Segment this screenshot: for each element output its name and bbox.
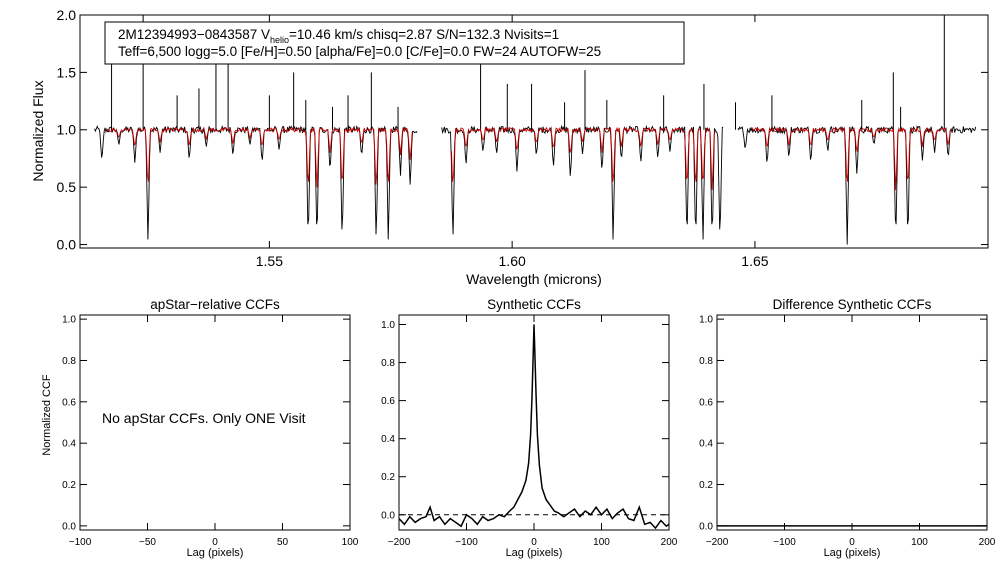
apstar-ccf-panel: apStar−relative CCFs −100 −50 0 50 100 0.0 0.2…	[41, 297, 359, 559]
synthetic-ccf-y-tick-label: 0.4	[381, 434, 395, 445]
spectrum-panel: 1.55 1.60 1.65 0.0 0.5 1.0 1.5 2.0 Wavelength (…	[30, 7, 989, 287]
synthetic-ccf-y-tick-label: 0.2	[381, 472, 395, 483]
difference-ccf-x-tick-label: 200	[979, 537, 996, 548]
difference-ccf-y-tick-label: 0.0	[699, 521, 713, 532]
spectrum-series	[94, 15, 977, 245]
difference-ccf-frame	[716, 314, 988, 531]
spectrum-x-tick-label: 1.60	[499, 253, 526, 269]
difference-ccf-x-tick-label: 100	[911, 537, 928, 548]
difference-ccf-panel: Difference Synthetic CCFs −200 −100 0 100 20…	[699, 297, 996, 559]
synthetic-ccf-line	[398, 324, 670, 530]
spectrum-x-tick-label: 1.65	[741, 253, 768, 269]
model-spectrum-line	[752, 126, 952, 191]
apstar-ccf-ticks: −100 −50 0 50 100 0.0 0.2 0.4 0.6 0.8 1.0	[62, 315, 359, 548]
difference-ccf-y-tick-label: 0.8	[699, 356, 713, 367]
apstar-ccf-y-tick-label: 1.0	[62, 315, 76, 326]
synthetic-ccf-x-tick-label: −100	[455, 537, 478, 548]
synthetic-ccf-series	[398, 324, 670, 530]
apstar-ccf-y-tick-label: 0.0	[62, 521, 76, 532]
synthetic-ccf-title: Synthetic CCFs	[487, 297, 581, 312]
spectrum-plot-frame	[79, 14, 989, 249]
apstar-ccf-x-tick-label: 100	[342, 537, 359, 548]
apstar-ccf-x-tick-label: −100	[69, 537, 92, 548]
spectrum-y-tick-label: 2.0	[57, 7, 77, 23]
apstar-ccf-x-tick-label: −50	[139, 537, 156, 548]
fit-stats-label: =10.46 km/s chisq=2.87 S/N=132.3 Nvisits…	[289, 27, 559, 42]
observed-spectrum-line	[441, 124, 724, 240]
spectrum-x-tick-label: 1.55	[256, 253, 283, 269]
observed-spectrum-line	[737, 125, 977, 245]
observed-spectrum-line	[94, 125, 418, 240]
difference-ccf-x-tick-label: 0	[849, 537, 855, 548]
synthetic-ccf-x-tick-label: 200	[661, 537, 678, 548]
star-id-velocity-label: 2M12394993−0843587 V	[118, 27, 270, 42]
difference-ccf-x-tick-label: −100	[773, 537, 796, 548]
spectrum-header-line1: 2M12394993−0843587 Vhelio=10.46 km/s chi…	[118, 27, 559, 45]
difference-ccf-y-tick-label: 0.6	[699, 397, 713, 408]
synthetic-ccf-y-tick-label: 1.0	[381, 320, 395, 331]
apstar-ccf-y-axis-label: Normalized CCF	[41, 374, 53, 456]
difference-ccf-y-tick-label: 1.0	[699, 315, 713, 326]
synthetic-ccf-y-tick-label: 0.0	[381, 510, 395, 521]
synthetic-ccf-x-tick-label: 0	[531, 537, 537, 548]
spectrum-info-box	[104, 21, 685, 65]
spectrum-header-line2: Teff=6,500 logg=5.0 [Fe/H]=0.50 [alpha/F…	[118, 44, 601, 59]
model-spectrum-line	[451, 126, 716, 191]
spectrum-y-tick-label: 1.5	[57, 64, 77, 80]
difference-ccf-title: Difference Synthetic CCFs	[773, 297, 932, 312]
spectrum-ticks: 1.55 1.60 1.65 0.0 0.5 1.0 1.5 2.0	[57, 7, 988, 269]
apstar-ccf-y-tick-label: 0.8	[62, 356, 76, 367]
apstar-ccf-annotation: No apStar CCFs. Only ONE Visit	[102, 410, 306, 426]
difference-ccf-ticks: −200 −100 0 100 200 0.0 0.2 0.4 0.6 0.8 1.0	[699, 315, 996, 548]
apstar-ccf-y-tick-label: 0.4	[62, 439, 76, 450]
apstar-ccf-title: apStar−relative CCFs	[150, 297, 280, 312]
spectrum-x-axis-label: Wavelength (microns)	[466, 271, 602, 287]
velocity-subscript: helio	[270, 35, 289, 45]
spectrum-y-axis-label: Normalized Flux	[30, 80, 46, 181]
difference-ccf-y-tick-label: 0.4	[699, 439, 713, 450]
apstar-ccf-x-tick-label: 50	[277, 537, 289, 548]
synthetic-ccf-ticks: −200 −100 0 100 200 0.0 0.2 0.4 0.6 0.8 1.0	[381, 315, 678, 548]
difference-ccf-x-axis-label: Lag (pixels)	[824, 547, 881, 559]
synthetic-ccf-panel: Synthetic CCFs −200 −100 0 100 200 0.0 0.2 0.4 0…	[381, 297, 678, 559]
model-spectrum-line	[106, 126, 413, 188]
apstar-ccf-x-tick-label: 0	[212, 537, 218, 548]
apstar-ccf-y-tick-label: 0.6	[62, 397, 76, 408]
spectrum-y-tick-label: 1.0	[57, 122, 77, 138]
synthetic-ccf-y-tick-label: 0.6	[381, 396, 395, 407]
apstar-ccf-x-axis-label: Lag (pixels)	[187, 547, 244, 559]
synthetic-ccf-y-tick-label: 0.8	[381, 358, 395, 369]
synthetic-ccf-x-tick-label: −200	[388, 537, 411, 548]
spectrum-y-tick-label: 0.0	[57, 236, 77, 252]
spectrum-y-tick-label: 0.5	[57, 179, 77, 195]
apstar-ccf-y-tick-label: 0.2	[62, 480, 76, 491]
synthetic-ccf-x-axis-label: Lag (pixels)	[506, 547, 563, 559]
difference-ccf-y-tick-label: 0.2	[699, 480, 713, 491]
synthetic-ccf-x-tick-label: 100	[593, 537, 610, 548]
difference-ccf-x-tick-label: −200	[706, 537, 729, 548]
